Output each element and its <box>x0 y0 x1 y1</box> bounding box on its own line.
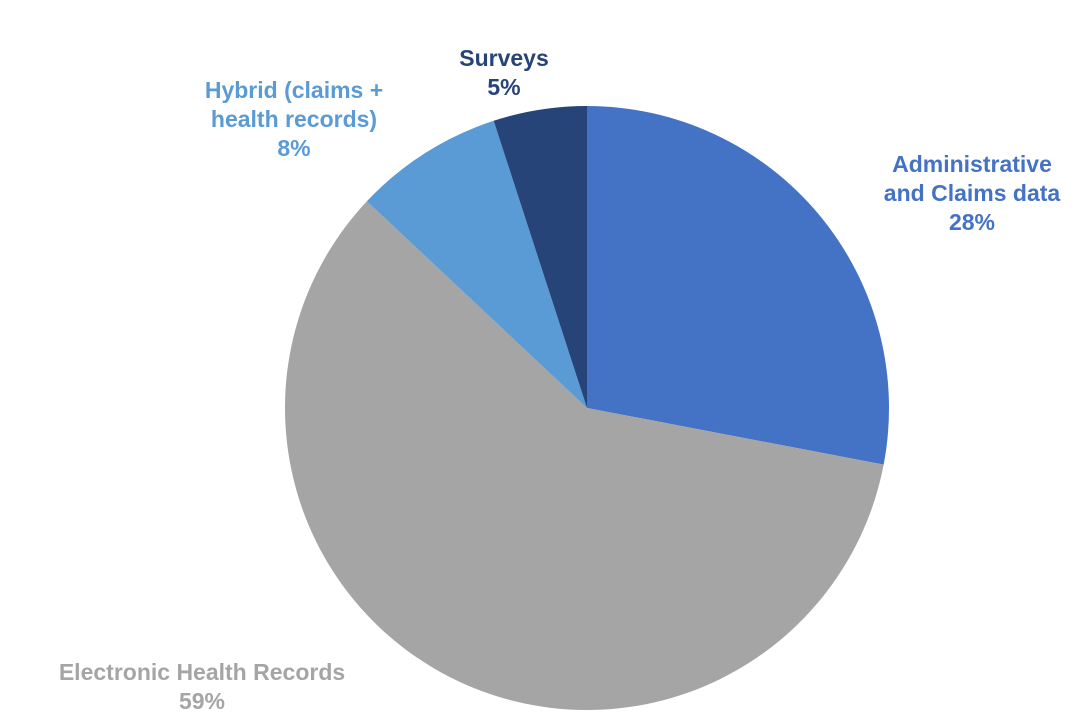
slice-label-hybrid: Hybrid (claims + health records) 8% <box>205 76 383 163</box>
slice-label-electronic-health-records: Electronic Health Records 59% <box>59 658 345 716</box>
slice-label-line: Administrative <box>892 151 1052 177</box>
pie-slice-surveys <box>493 106 587 408</box>
slice-label-percent: 5% <box>487 74 521 100</box>
slice-label-line: Hybrid (claims + <box>204 77 384 103</box>
pie-slice-administrative <box>587 106 889 465</box>
slice-label-percent: 59% <box>178 688 226 714</box>
slice-label-line: Electronic Health Records <box>58 659 346 685</box>
slice-label-line: and Claims data <box>883 180 1061 206</box>
slice-label-administrative: Administrative and Claims data 28% <box>884 150 1060 237</box>
slice-label-line: Surveys <box>459 45 549 71</box>
slice-label-percent: 8% <box>277 135 311 161</box>
pie-slice-hybrid <box>366 120 587 408</box>
pie-slice-electronic-health-records <box>284 201 884 710</box>
slice-label-surveys: Surveys 5% <box>459 44 549 102</box>
slice-label-line: health records) <box>210 106 378 132</box>
slice-label-percent: 28% <box>948 209 996 235</box>
